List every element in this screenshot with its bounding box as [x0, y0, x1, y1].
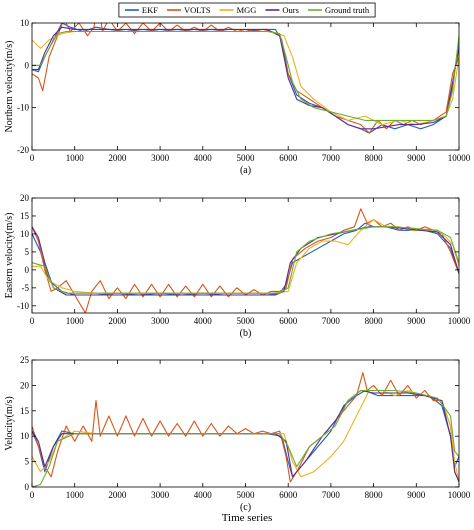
x-tick-label: 6000: [279, 316, 298, 326]
panel-northern-velocity: 0 1000 2000 3000 4000 5000 6000 7000 8000 9000 100…: [4, 18, 471, 176]
x-tick-label: 2000: [108, 316, 127, 326]
x-tick-label: 0: [30, 153, 35, 163]
y-tick-label: 15: [20, 211, 30, 221]
x-tick-label: 1000: [66, 153, 85, 163]
y-axis-label: Northern velocity(m/s): [4, 41, 15, 133]
panel-label: (c): [240, 502, 251, 513]
plot-frame: [31, 359, 460, 488]
series-line-mgg: [32, 30, 459, 126]
y-axis-label: Eastern velocity(m/s): [4, 213, 15, 299]
y-tick-label: 5: [25, 457, 30, 467]
series-line-ours: [32, 226, 459, 296]
y-tick-label: 0: [25, 482, 30, 492]
y-tick-label: -5: [22, 283, 30, 293]
y-tick-label: -20: [17, 145, 29, 155]
y-tick-label: 10: [20, 431, 30, 441]
legend-entry-label: Ground truth: [325, 5, 370, 15]
y-tick-label: 20: [20, 380, 30, 390]
x-tick-label: 9000: [407, 153, 426, 163]
x-tick-label: 7000: [322, 316, 341, 326]
series-line-volts: [32, 208, 459, 313]
x-tick-label: 4000: [194, 490, 213, 500]
series-line-ground-truth: [32, 226, 459, 294]
x-tick-label: 7000: [322, 490, 341, 500]
series-line-ground-truth: [32, 389, 459, 487]
x-tick-label: 8000: [365, 153, 384, 163]
figure-xlabel: Time series: [222, 512, 273, 524]
x-tick-label: 0: [30, 316, 35, 326]
x-tick-label: 9000: [407, 316, 426, 326]
legend-entry-label: MGG: [237, 5, 257, 15]
x-tick-label: 2000: [108, 490, 127, 500]
series-line-ekf: [32, 222, 459, 296]
series-line-volts: [32, 372, 459, 483]
y-tick-label: 5: [25, 247, 30, 257]
x-tick-label: 5000: [237, 153, 256, 163]
panel-label: (a): [240, 165, 251, 176]
x-tick-label: 10000: [448, 153, 471, 163]
panel-eastern-velocity: 0 1000 2000 3000 4000 5000 6000 7000 8000 9000 100…: [4, 193, 471, 339]
series-line-volts: [32, 23, 459, 134]
x-tick-label: 7000: [322, 153, 341, 163]
series-line-ours: [32, 389, 459, 483]
x-tick-label: 0: [30, 490, 35, 500]
panel-velocity: 0 1000 2000 3000 4000 5000 6000 7000 8000 9000 100…: [4, 355, 471, 513]
y-tick-label: -10: [17, 301, 29, 311]
x-tick-label: 2000: [108, 153, 127, 163]
x-tick-label: 5000: [237, 490, 256, 500]
y-axis-label: Velocity(m/s): [4, 396, 15, 450]
legend-entry-label: Ours: [282, 5, 299, 15]
y-tick-label: 0: [25, 60, 30, 70]
y-tick-label: 10: [20, 229, 30, 239]
legend-entry-label: VOLTS: [184, 5, 211, 15]
legend-box: [118, 2, 376, 18]
x-tick-label: 1000: [66, 316, 85, 326]
x-tick-label: 10000: [448, 490, 471, 500]
legend: EKF VOLTS MGG Ours Ground truth: [118, 2, 376, 18]
series-line-ekf: [32, 23, 459, 134]
x-tick-label: 6000: [279, 153, 298, 163]
y-tick-label: 10: [20, 18, 30, 28]
x-tick-label: 1000: [66, 490, 85, 500]
y-tick-label: 20: [20, 193, 30, 203]
y-tick-label: 25: [20, 355, 30, 365]
x-tick-label: 8000: [365, 490, 384, 500]
x-tick-label: 4000: [194, 316, 213, 326]
series-line-mgg: [32, 219, 459, 294]
x-tick-label: 6000: [279, 490, 298, 500]
series-line-ours: [32, 26, 459, 130]
x-tick-label: 5000: [237, 316, 256, 326]
y-tick-label: -10: [17, 103, 29, 113]
x-tick-label: 9000: [407, 490, 426, 500]
x-tick-label: 3000: [151, 490, 170, 500]
x-tick-label: 3000: [151, 316, 170, 326]
x-tick-label: 4000: [194, 153, 213, 163]
panel-label: (b): [240, 328, 252, 339]
x-tick-label: 8000: [365, 316, 384, 326]
legend-entry-label: EKF: [142, 5, 158, 15]
plot-frame: [31, 22, 460, 151]
y-tick-label: 15: [20, 406, 30, 416]
x-tick-label: 3000: [151, 153, 170, 163]
series-line-ground-truth: [32, 30, 459, 121]
plot-frame: [31, 197, 460, 314]
y-tick-label: 0: [25, 265, 30, 275]
x-tick-label: 10000: [448, 316, 471, 326]
